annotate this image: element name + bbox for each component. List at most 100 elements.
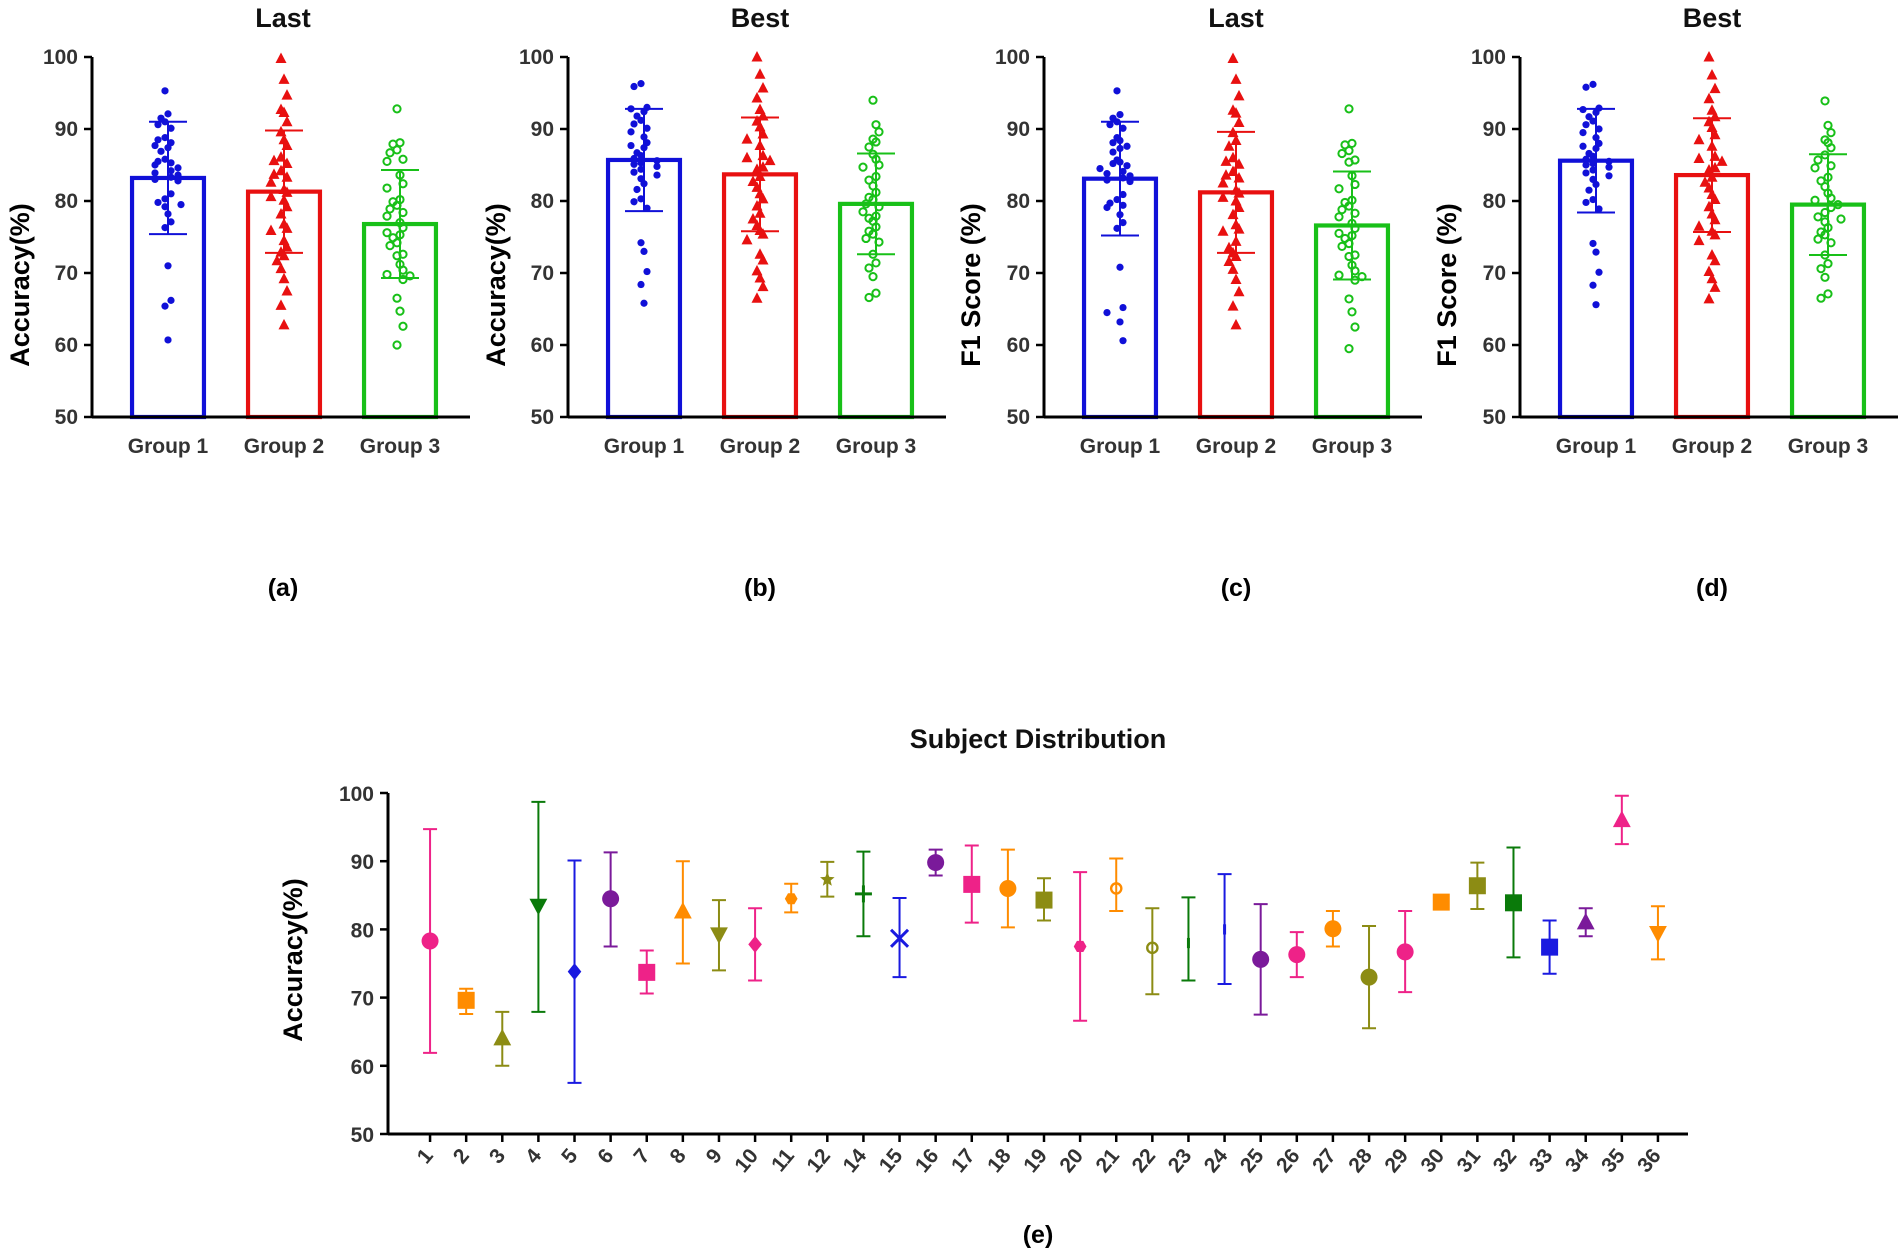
panel-d-point bbox=[1579, 142, 1587, 150]
panel-a-point bbox=[385, 148, 395, 158]
panel-e-caption: (e) bbox=[1023, 1221, 1054, 1249]
panel-e-y-tick-label: 80 bbox=[351, 919, 374, 942]
panel-b-point bbox=[874, 127, 884, 137]
panel-b-y-tick-label: 50 bbox=[531, 406, 554, 429]
panel-a-point bbox=[395, 138, 405, 148]
panel-e-x-tick-label: 11 bbox=[767, 1144, 799, 1176]
panel-e-x-tick-label: 22 bbox=[1128, 1144, 1161, 1177]
panel-d-point bbox=[1592, 144, 1600, 153]
panel-b-point bbox=[871, 187, 881, 197]
panel-a-point bbox=[385, 241, 395, 251]
panel-c-point bbox=[1347, 138, 1357, 148]
panel-a-y-tick-label: 80 bbox=[55, 190, 78, 213]
panel-e-marker-32 bbox=[1504, 894, 1522, 912]
panel-a-point bbox=[151, 141, 159, 150]
panel-a-point bbox=[167, 167, 175, 175]
panel-a-point bbox=[164, 336, 172, 344]
panel-c-point bbox=[1126, 172, 1134, 180]
panel-c-point bbox=[1233, 158, 1245, 169]
panel-e-marker-22 bbox=[1146, 941, 1159, 955]
panel-e-x-tick-label: 4 bbox=[521, 1144, 546, 1168]
panel-b-point bbox=[627, 105, 635, 113]
panel-a-point bbox=[161, 155, 169, 163]
panel-a-point bbox=[382, 183, 392, 193]
panel-b-point bbox=[864, 292, 874, 303]
panel-c-point bbox=[1119, 219, 1127, 227]
panel-c-point bbox=[1113, 87, 1121, 95]
panel-d-point bbox=[1826, 193, 1836, 203]
panel-a-y-tick-label: 100 bbox=[43, 46, 78, 69]
panel-e-marker-31 bbox=[1468, 877, 1486, 895]
panel-a-point bbox=[281, 186, 293, 197]
panel-d-y-axis-label: F1 Score (%) bbox=[1432, 203, 1462, 367]
panel-d-point bbox=[1716, 155, 1728, 166]
panel-a-point bbox=[392, 104, 402, 114]
panel-a-point bbox=[281, 89, 293, 100]
panel-b-title: Best bbox=[731, 3, 790, 33]
panel-a-point bbox=[278, 249, 290, 261]
panel-e-x-tick-label: 15 bbox=[875, 1144, 908, 1177]
panel-b-point bbox=[868, 272, 878, 282]
panel-b-point bbox=[640, 299, 648, 307]
panel-b-point bbox=[757, 228, 769, 239]
panel-b-point bbox=[747, 213, 759, 224]
panel-d-point bbox=[1706, 272, 1718, 284]
panel-b-y-tick-label: 90 bbox=[531, 118, 554, 141]
panel-a-point bbox=[174, 164, 182, 172]
panel-a-y-tick-label: 90 bbox=[55, 118, 78, 141]
panel-d-point bbox=[1813, 155, 1823, 165]
panel-b-point bbox=[741, 233, 753, 245]
panel-d-point bbox=[1813, 234, 1823, 244]
panel-c-point bbox=[1337, 205, 1347, 215]
panel-e-marker-24 bbox=[1223, 924, 1227, 935]
panel-e-x-tick-label: 32 bbox=[1489, 1144, 1522, 1177]
panel-a-point bbox=[164, 210, 172, 218]
panel-c-point bbox=[1334, 270, 1344, 280]
panel-e-marker-7 bbox=[638, 963, 656, 981]
panel-b-point bbox=[864, 263, 874, 273]
panel-d-point bbox=[1595, 205, 1603, 213]
panel-c-point bbox=[1344, 157, 1354, 167]
panel-a-point bbox=[167, 159, 175, 167]
panel-d-point bbox=[1826, 161, 1836, 171]
panel-c-point bbox=[1230, 134, 1242, 146]
panel-b-point bbox=[747, 175, 759, 187]
panel-c-y-tick-label: 50 bbox=[1007, 406, 1030, 429]
panel-c-point bbox=[1103, 309, 1111, 317]
panel-a-caption: (a) bbox=[268, 574, 299, 602]
panel-b-y-tick-label: 100 bbox=[519, 46, 554, 69]
panel-d-y-tick-label: 80 bbox=[1483, 190, 1506, 213]
panel-c-chart: Last F1 Score (%) (c) Group 1 Group 2 Grou… bbox=[956, 3, 1422, 602]
panel-b-point bbox=[871, 120, 881, 130]
panel-b-point bbox=[637, 152, 645, 160]
panel-a-point bbox=[157, 147, 165, 155]
panel-b-point bbox=[643, 124, 651, 132]
panel-b-point bbox=[757, 161, 769, 172]
panel-b-point bbox=[637, 116, 645, 124]
panel-a-point bbox=[161, 224, 169, 232]
panel-c-point bbox=[1103, 203, 1111, 212]
panel-c-point bbox=[1119, 167, 1127, 176]
panel-d-point bbox=[1823, 223, 1833, 233]
panel-c-point bbox=[1337, 241, 1347, 251]
panel-c-point bbox=[1220, 169, 1232, 180]
panel-e-marker-3 bbox=[493, 1028, 512, 1046]
panel-a-point bbox=[281, 200, 293, 212]
panel-d-x-tick-label: Group 1 bbox=[1556, 435, 1637, 458]
panel-e-x-tick-label: 16 bbox=[911, 1144, 944, 1177]
panel-c-point bbox=[1227, 300, 1239, 311]
panel-c-point bbox=[1116, 318, 1124, 326]
panel-e-x-tick-label: 1 bbox=[413, 1144, 438, 1168]
panel-c-point bbox=[1350, 179, 1360, 190]
panel-c-y-tick-label: 60 bbox=[1007, 334, 1030, 357]
panel-a-point bbox=[382, 228, 392, 238]
panel-a-point bbox=[161, 134, 169, 142]
panel-e-x-tick-label: 19 bbox=[1019, 1144, 1052, 1177]
panel-e-x-tick-label: 3 bbox=[485, 1144, 510, 1168]
panel-e-marker-1 bbox=[421, 932, 439, 950]
panel-d-chart: Best F1 Score (%) (d) Group 1 Group 2 Grou… bbox=[1432, 3, 1898, 602]
panel-b-point bbox=[637, 239, 645, 247]
panel-a-point bbox=[392, 200, 402, 210]
panel-b-point bbox=[868, 249, 878, 259]
panel-d-x-tick-label: Group 3 bbox=[1788, 435, 1869, 458]
